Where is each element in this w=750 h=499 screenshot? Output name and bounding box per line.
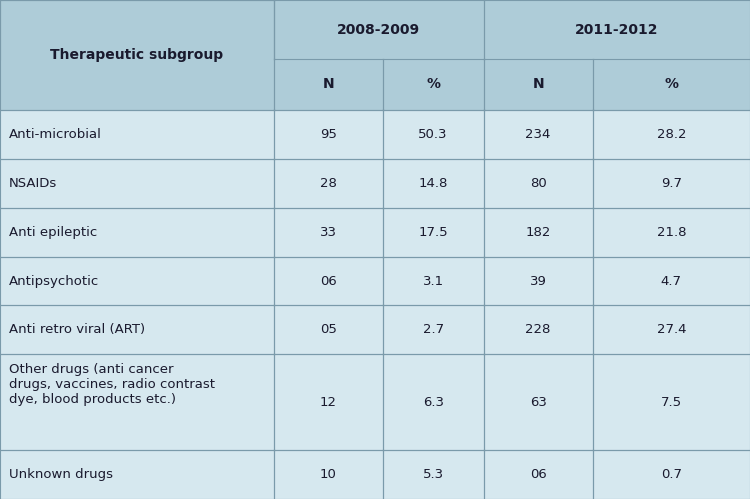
Text: 7.5: 7.5 (661, 396, 682, 409)
Bar (274, 256, 382, 305)
Bar (0, 159, 274, 208)
Text: 21.8: 21.8 (656, 226, 686, 239)
Bar (274, 0, 484, 59)
Bar (592, 59, 750, 110)
Text: 5.3: 5.3 (422, 468, 444, 481)
Bar (484, 59, 592, 110)
Text: 4.7: 4.7 (661, 274, 682, 287)
Text: 95: 95 (320, 128, 337, 141)
Bar (484, 0, 750, 59)
Text: 33: 33 (320, 226, 337, 239)
Bar (484, 208, 592, 256)
Bar (484, 354, 592, 450)
Bar (382, 208, 484, 256)
Text: 2008-2009: 2008-2009 (338, 22, 420, 36)
Text: 14.8: 14.8 (419, 177, 448, 190)
Text: NSAIDs: NSAIDs (9, 177, 57, 190)
Text: 9.7: 9.7 (661, 177, 682, 190)
Text: Unknown drugs: Unknown drugs (9, 468, 113, 481)
Text: 80: 80 (530, 177, 547, 190)
Bar (0, 305, 274, 354)
Text: 28: 28 (320, 177, 337, 190)
Text: 3.1: 3.1 (422, 274, 444, 287)
Bar (274, 159, 382, 208)
Text: 63: 63 (530, 396, 547, 409)
Bar (592, 305, 750, 354)
Text: 10: 10 (320, 468, 337, 481)
Text: 06: 06 (320, 274, 337, 287)
Bar (382, 450, 484, 499)
Bar (484, 159, 592, 208)
Bar (484, 450, 592, 499)
Bar (382, 59, 484, 110)
Text: 28.2: 28.2 (656, 128, 686, 141)
Text: 05: 05 (320, 323, 337, 336)
Bar (592, 354, 750, 450)
Bar (0, 208, 274, 256)
Text: 39: 39 (530, 274, 547, 287)
Bar (274, 208, 382, 256)
Bar (274, 354, 382, 450)
Text: N: N (322, 77, 334, 91)
Bar (382, 110, 484, 159)
Bar (382, 256, 484, 305)
Text: 2011-2012: 2011-2012 (575, 22, 658, 36)
Bar (592, 450, 750, 499)
Text: 2.7: 2.7 (422, 323, 444, 336)
Bar (0, 0, 274, 59)
Bar (484, 110, 592, 159)
Bar (484, 305, 592, 354)
Bar (0, 354, 274, 450)
Text: 17.5: 17.5 (419, 226, 448, 239)
Bar (0, 256, 274, 305)
Text: 0.7: 0.7 (661, 468, 682, 481)
Bar (382, 159, 484, 208)
Text: Antipsychotic: Antipsychotic (9, 274, 99, 287)
Text: 12: 12 (320, 396, 337, 409)
Bar (484, 256, 592, 305)
Bar (592, 110, 750, 159)
Text: 228: 228 (526, 323, 550, 336)
Text: Anti retro viral (ART): Anti retro viral (ART) (9, 323, 146, 336)
Text: Therapeutic subgroup: Therapeutic subgroup (50, 48, 224, 62)
Bar (0, 110, 274, 159)
Bar (274, 305, 382, 354)
Bar (274, 110, 382, 159)
Bar (382, 354, 484, 450)
Bar (592, 208, 750, 256)
Text: 182: 182 (526, 226, 550, 239)
Text: %: % (426, 77, 440, 91)
Bar (0, 0, 274, 110)
Text: N: N (532, 77, 544, 91)
Text: %: % (664, 77, 678, 91)
Text: 50.3: 50.3 (419, 128, 448, 141)
Text: Other drugs (anti cancer
drugs, vaccines, radio contrast
dye, blood products etc: Other drugs (anti cancer drugs, vaccines… (9, 363, 215, 406)
Bar (274, 59, 382, 110)
Text: 6.3: 6.3 (423, 396, 444, 409)
Bar (592, 159, 750, 208)
Text: 27.4: 27.4 (656, 323, 686, 336)
Text: Anti-microbial: Anti-microbial (9, 128, 102, 141)
Bar (592, 256, 750, 305)
Text: 234: 234 (526, 128, 550, 141)
Bar (274, 450, 382, 499)
Bar (0, 450, 274, 499)
Text: Anti epileptic: Anti epileptic (9, 226, 98, 239)
Text: 06: 06 (530, 468, 547, 481)
Bar (382, 305, 484, 354)
